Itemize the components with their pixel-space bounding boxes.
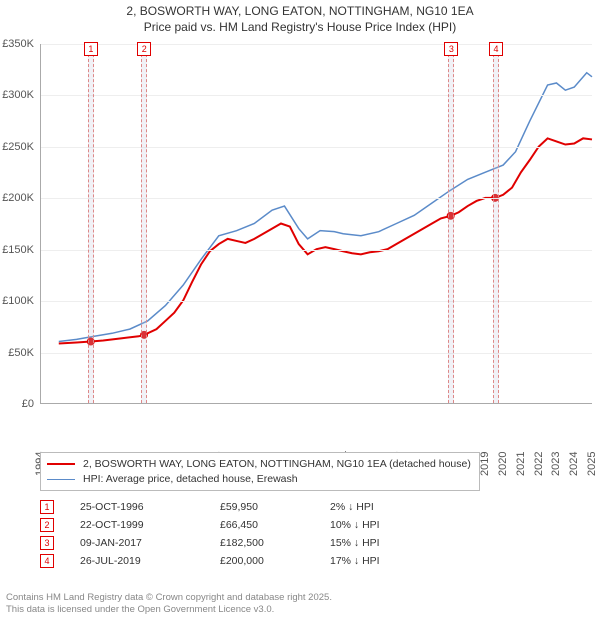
row-price: £182,500 bbox=[220, 537, 330, 549]
x-tick-label: 2020 bbox=[497, 451, 509, 475]
row-index: 2 bbox=[40, 518, 54, 532]
gridline-h bbox=[41, 147, 592, 148]
marker-box: 3 bbox=[444, 42, 458, 56]
table-row: 2 22-OCT-1999£66,45010% ↓ HPI bbox=[40, 518, 430, 532]
x-tick-label: 2025 bbox=[586, 451, 598, 475]
row-date: 26-JUL-2019 bbox=[80, 555, 220, 567]
gridline-h bbox=[41, 250, 592, 251]
y-tick-label: £300K bbox=[0, 89, 34, 101]
gridline-h bbox=[41, 198, 592, 199]
legend-row-hpi: HPI: Average price, detached house, Erew… bbox=[47, 472, 473, 487]
series-line-property bbox=[59, 138, 592, 343]
title-line1: 2, BOSWORTH WAY, LONG EATON, NOTTINGHAM,… bbox=[0, 4, 600, 20]
chart-svg bbox=[41, 44, 592, 403]
gridline-h bbox=[41, 301, 592, 302]
row-price: £66,450 bbox=[220, 519, 330, 531]
x-tick-label: 2021 bbox=[515, 451, 527, 475]
footer: Contains HM Land Registry data © Crown c… bbox=[6, 592, 332, 616]
legend-label-hpi: HPI: Average price, detached house, Erew… bbox=[83, 472, 298, 487]
chart-title: 2, BOSWORTH WAY, LONG EATON, NOTTINGHAM,… bbox=[0, 0, 600, 35]
marker-band bbox=[141, 44, 147, 403]
legend-label-property: 2, BOSWORTH WAY, LONG EATON, NOTTINGHAM,… bbox=[83, 457, 471, 472]
table-row: 3 09-JAN-2017£182,50015% ↓ HPI bbox=[40, 536, 430, 550]
x-tick-label: 2022 bbox=[533, 451, 545, 475]
row-index: 1 bbox=[40, 500, 54, 514]
table-row: 1 25-OCT-1996£59,9502% ↓ HPI bbox=[40, 500, 430, 514]
x-tick-label: 2019 bbox=[479, 451, 491, 475]
row-delta: 17% ↓ HPI bbox=[330, 555, 430, 567]
row-date: 22-OCT-1999 bbox=[80, 519, 220, 531]
marker-box: 2 bbox=[137, 42, 151, 56]
row-index: 4 bbox=[40, 554, 54, 568]
gridline-h bbox=[41, 44, 592, 45]
y-tick-label: £100K bbox=[0, 295, 34, 307]
marker-band bbox=[448, 44, 454, 403]
y-tick-label: £350K bbox=[0, 38, 34, 50]
y-tick-label: £50K bbox=[0, 347, 34, 359]
row-price: £59,950 bbox=[220, 501, 330, 513]
legend: 2, BOSWORTH WAY, LONG EATON, NOTTINGHAM,… bbox=[40, 452, 480, 491]
marker-band bbox=[88, 44, 94, 403]
y-tick-label: £150K bbox=[0, 244, 34, 256]
row-date: 09-JAN-2017 bbox=[80, 537, 220, 549]
legend-swatch-hpi bbox=[47, 479, 75, 480]
legend-swatch-property bbox=[47, 463, 75, 465]
table-row: 4 26-JUL-2019£200,00017% ↓ HPI bbox=[40, 554, 430, 568]
gridline-h bbox=[41, 353, 592, 354]
marker-box: 4 bbox=[489, 42, 503, 56]
row-delta: 2% ↓ HPI bbox=[330, 501, 430, 513]
chart: 1 2 3 4 £0 £50K £100K £150K £200K £250K £300K £350… bbox=[0, 40, 600, 445]
y-tick-label: £0 bbox=[0, 398, 34, 410]
row-delta: 10% ↓ HPI bbox=[330, 519, 430, 531]
marker-box: 1 bbox=[84, 42, 98, 56]
title-line2: Price paid vs. HM Land Registry's House … bbox=[0, 20, 600, 36]
x-tick-label: 2023 bbox=[550, 451, 562, 475]
footer-line1: Contains HM Land Registry data © Crown c… bbox=[6, 592, 332, 604]
row-index: 3 bbox=[40, 536, 54, 550]
row-price: £200,000 bbox=[220, 555, 330, 567]
legend-row-property: 2, BOSWORTH WAY, LONG EATON, NOTTINGHAM,… bbox=[47, 457, 473, 472]
plot-area: 1 2 3 4 bbox=[40, 44, 592, 404]
marker-band bbox=[493, 44, 499, 403]
row-date: 25-OCT-1996 bbox=[80, 501, 220, 513]
gridline-h bbox=[41, 95, 592, 96]
y-tick-label: £200K bbox=[0, 192, 34, 204]
row-delta: 15% ↓ HPI bbox=[330, 537, 430, 549]
x-tick-label: 2024 bbox=[568, 451, 580, 475]
y-tick-label: £250K bbox=[0, 141, 34, 153]
footer-line2: This data is licensed under the Open Gov… bbox=[6, 604, 332, 616]
transaction-table: 125-OCT-1996£59,9502% ↓ HPI222-OCT-1999£… bbox=[40, 500, 430, 572]
